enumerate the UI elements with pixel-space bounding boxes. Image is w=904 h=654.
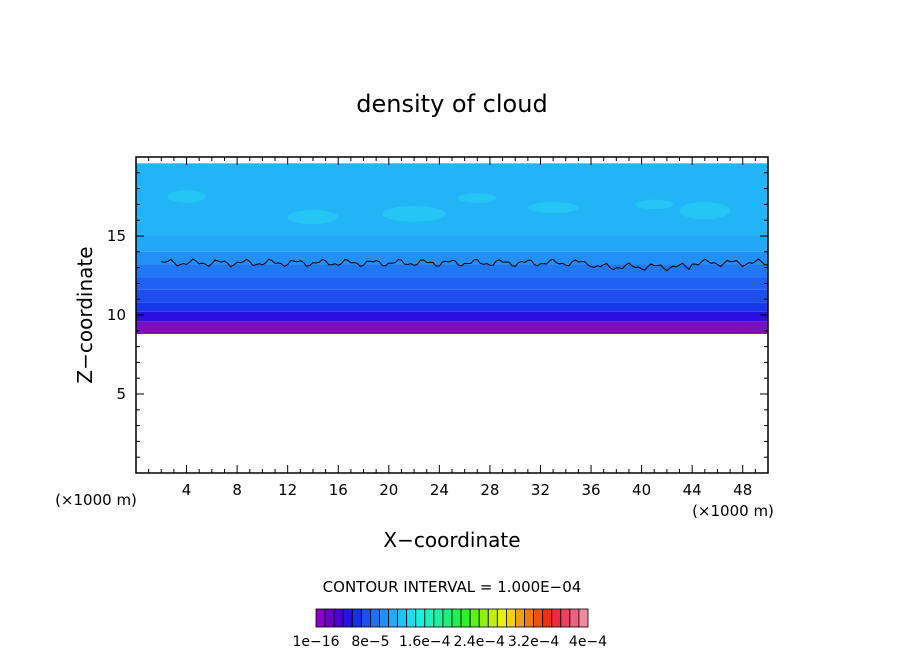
x-tick-label: 44: [683, 481, 702, 499]
colorbar-swatch: [578, 608, 589, 628]
colorbar-swatch: [505, 608, 516, 628]
colorbar-swatch: [388, 608, 398, 628]
colorbar-swatch: [460, 608, 471, 628]
colorbar-swatch: [542, 608, 553, 628]
field-band-0: [136, 321, 768, 334]
y-axis-label: Z−coordinate: [73, 246, 97, 383]
colorbar-swatch: [469, 608, 480, 628]
colorbar-swatch: [397, 608, 408, 628]
colorbar-swatch: [569, 608, 580, 628]
colorbar-swatch: [533, 608, 544, 628]
x-tick-label: 4: [182, 481, 192, 499]
light-patch-3: [458, 193, 497, 203]
colorbar-swatch: [324, 608, 335, 628]
y-tick-label: 15: [107, 227, 126, 245]
colorbar-tick-label: 3.2e−4: [508, 634, 560, 650]
field-band-7: [136, 236, 768, 252]
cloud-density-field: [136, 163, 768, 334]
field-band-6: [136, 251, 768, 265]
colorbar-swatch: [369, 608, 380, 628]
x-tick-label: 40: [632, 481, 651, 499]
colorbar-swatch: [406, 608, 417, 628]
colorbar-tick-label: 8e−5: [351, 634, 389, 650]
contour-interval-label: CONTOUR INTERVAL = 1.000E−04: [323, 578, 582, 596]
colorbar-swatch: [487, 608, 498, 628]
light-patch-4: [527, 202, 579, 214]
x-tick-label: 16: [329, 481, 348, 499]
colorbar-swatch: [315, 608, 326, 628]
light-patch-6: [679, 202, 731, 220]
x-tick-label: 48: [733, 481, 752, 499]
light-patch-5: [635, 199, 674, 210]
light-patch-0: [167, 190, 206, 203]
light-patch-2: [382, 205, 446, 222]
colorbar-swatch: [451, 608, 462, 628]
colorbar-swatch: [560, 608, 571, 628]
field-band-8: [136, 163, 768, 236]
colorbar-swatch: [342, 608, 353, 628]
chart-title: density of cloud: [356, 90, 547, 118]
field-band-1: [136, 311, 768, 322]
x-unit-label-left: (×1000 m): [55, 491, 137, 509]
x-tick-label: 12: [278, 481, 297, 499]
field-band-4: [136, 277, 768, 290]
colorbar-tick-label: 4e−4: [569, 634, 607, 650]
x-tick-label: 28: [480, 481, 499, 499]
colorbar-swatch: [515, 608, 525, 628]
colorbar-swatch: [424, 608, 435, 628]
y-axis: 5 10 15: [107, 172, 768, 458]
x-tick-label: 36: [581, 481, 600, 499]
contour-line: [161, 258, 768, 272]
x-tick-label: 24: [430, 481, 449, 499]
colorbar-tick-label: 2.4e−4: [453, 634, 505, 650]
x-axis-label: X−coordinate: [383, 528, 520, 552]
colorbar: [315, 608, 589, 628]
colorbar-swatch: [551, 608, 562, 628]
colorbar-swatch: [496, 608, 507, 628]
y-tick-label: 5: [116, 385, 126, 403]
field-band-2: [136, 302, 768, 312]
colorbar-swatch: [442, 608, 453, 628]
x-tick-label: 20: [379, 481, 398, 499]
colorbar-swatch: [351, 608, 362, 628]
colorbar-swatch: [415, 608, 426, 628]
colorbar-swatch: [360, 608, 371, 628]
x-unit-label-right: (×1000 m): [692, 502, 774, 520]
colorbar-tick-label: 1e−16: [292, 634, 339, 650]
x-tick-label: 8: [232, 481, 242, 499]
colorbar-tick-label: 1.6e−4: [399, 634, 451, 650]
colorbar-swatch: [379, 608, 389, 628]
colorbar-swatch: [433, 608, 444, 628]
x-axis: 4 8 12 16 20 24 28 32 36 40 44 48: [148, 157, 756, 499]
colorbar-labels: 1e−16 8e−5 1.6e−4 2.4e−4 3.2e−4 4e−4: [292, 634, 607, 650]
colorbar-swatch: [333, 608, 344, 628]
colorbar-swatch: [524, 608, 534, 628]
light-patch-1: [287, 209, 339, 225]
plot-area: [136, 157, 768, 473]
colorbar-swatch: [478, 608, 489, 628]
x-tick-label: 32: [531, 481, 550, 499]
y-tick-label: 10: [107, 306, 126, 324]
field-band-3: [136, 289, 768, 303]
